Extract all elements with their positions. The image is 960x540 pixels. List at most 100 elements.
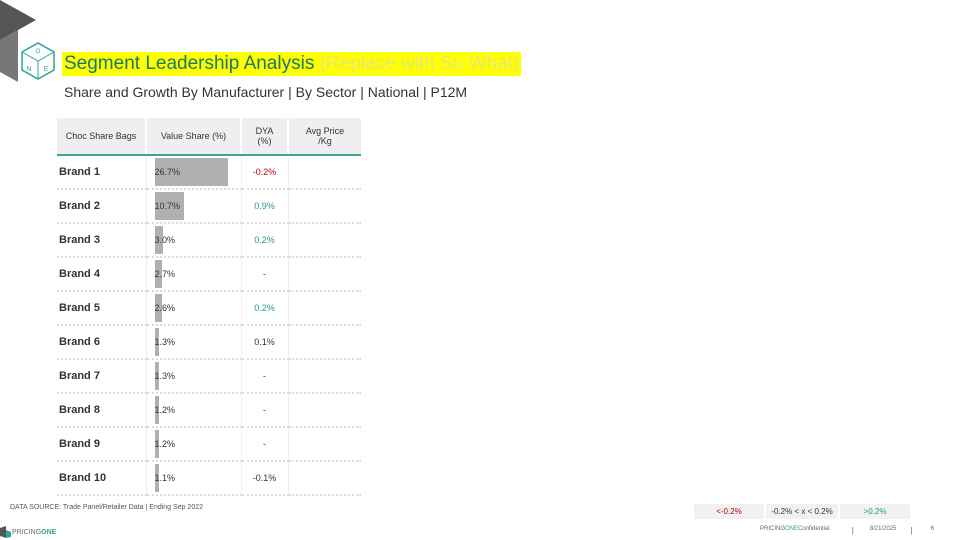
footer-separator-1: | [851, 526, 854, 535]
dya-value: - [241, 257, 289, 292]
page-subtitle: Share and Growth By Manufacturer | By Se… [64, 84, 468, 100]
footer-logo-prefix: PRICING [12, 528, 42, 536]
dya-value: 0.1% [241, 325, 289, 360]
share-bar [154, 294, 162, 322]
share-cell: 26.7% [146, 155, 242, 190]
col-header-dya-line1: DYA [255, 126, 274, 136]
share-cell: 2.7% [146, 257, 242, 292]
dya-value: 0.9% [241, 189, 289, 224]
logo-letter-e: E [44, 66, 49, 73]
share-value: 2.7% [154, 269, 176, 279]
footer-separator-2: | [910, 526, 913, 535]
avg-price-value [288, 223, 361, 258]
avg-price-value [288, 461, 361, 496]
avg-price-value [288, 393, 361, 428]
title-main: Segment Leadership Analysis [64, 53, 315, 74]
share-cell: 1.2% [146, 427, 242, 462]
footer-date: 8/21/2025 [869, 526, 897, 532]
share-bar [154, 192, 184, 220]
brand-name: Brand 3 [57, 223, 147, 258]
dya-value: - [241, 393, 289, 428]
avg-price-value [288, 359, 361, 394]
dya-value: 0.2% [241, 291, 289, 326]
brand-logo-corner: O N E [0, 0, 60, 82]
footer-logo-icon [0, 526, 11, 538]
brand-name: Brand 1 [57, 155, 147, 190]
share-value: 1.3% [154, 371, 176, 381]
table-row: Brand 5 2.6% 0.2% [57, 291, 361, 326]
share-bar [154, 226, 163, 254]
page-title: Segment Leadership Analysis (Replace wit… [62, 52, 522, 76]
share-value: 1.1% [154, 473, 176, 483]
avg-price-value [288, 427, 361, 462]
avg-price-value [288, 257, 361, 292]
brand-name: Brand 7 [57, 359, 147, 394]
table-row: Brand 6 1.3% 0.1% [57, 325, 361, 360]
table-body: Brand 1 26.7% -0.2% Brand 2 10.7% 0.9% Brand 3… [57, 155, 361, 496]
share-value: 2.6% [154, 303, 176, 313]
table-row: Brand 3 3.0% 0.2% [57, 223, 361, 258]
dya-value: 0.2% [241, 223, 289, 258]
table-row: Brand 9 1.2% - [57, 427, 361, 462]
col-header-share: Value Share (%) [146, 118, 242, 156]
share-value: 10.7% [154, 201, 181, 211]
dya-legend: <-0.2% -0.2% < x < 0.2% >0.2% [694, 504, 912, 519]
col-header-dya: DYA (%) [241, 118, 289, 156]
brand-name: Brand 5 [57, 291, 147, 326]
table-row: Brand 1 26.7% -0.2% [57, 155, 361, 190]
col-header-dya-line2: (%) [257, 136, 272, 146]
brand-name: Brand 9 [57, 427, 147, 462]
dya-value: - [241, 359, 289, 394]
dya-value: -0.1% [241, 461, 289, 496]
share-cell: 3.0% [146, 223, 242, 258]
share-bar [154, 464, 159, 492]
share-cell: 1.3% [146, 359, 242, 394]
logo-letter-o: O [36, 49, 41, 55]
share-cell: 10.7% [146, 189, 242, 224]
table-row: Brand 10 1.1% -0.1% [57, 461, 361, 496]
brand-name: Brand 4 [57, 257, 147, 292]
col-header-price-line1: Avg Price [305, 126, 345, 136]
leadership-table: Choc Share Bags Value Share (%) DYA (%) … [57, 118, 361, 496]
brand-name: Brand 2 [57, 189, 147, 224]
legend-negative: <-0.2% [694, 504, 764, 519]
share-value: 3.0% [154, 235, 176, 245]
title-note: (Replace with So What) [319, 53, 520, 74]
legend-neutral: -0.2% < x < 0.2% [766, 504, 838, 519]
col-header-price: Avg Price /Kg [288, 118, 361, 156]
share-value: 1.3% [154, 337, 176, 347]
avg-price-value [288, 155, 361, 190]
brand-name: Brand 10 [57, 461, 147, 496]
share-value: 26.7% [154, 167, 181, 177]
legend-positive: >0.2% [840, 504, 910, 519]
data-source-note: DATA SOURCE: Trade Panel/Retailer Data |… [10, 504, 203, 511]
footer-page-number: 6 [930, 526, 934, 532]
table-row: Brand 4 2.7% - [57, 257, 361, 292]
footer-confidential-prefix: PRICING [760, 526, 786, 532]
share-cell: 2.6% [146, 291, 242, 326]
share-bar [154, 328, 159, 356]
dya-value: - [241, 427, 289, 462]
share-cell: 1.2% [146, 393, 242, 428]
share-cell: 1.1% [146, 461, 242, 496]
footer-confidential: PRICINGONE Confidential [760, 526, 830, 535]
share-bar [154, 396, 159, 424]
avg-price-value [288, 189, 361, 224]
share-bar [154, 260, 162, 288]
footer-confidential-suffix: Confidential [798, 526, 830, 532]
footer-logo-suffix: ONE [41, 528, 57, 536]
footer-confidential-mid: ONE [785, 526, 799, 532]
avg-price-value [288, 291, 361, 326]
table-header-row: Choc Share Bags Value Share (%) DYA (%) … [57, 118, 361, 156]
brand-name: Brand 8 [57, 393, 147, 428]
share-bar [154, 158, 228, 186]
table-row: Brand 2 10.7% 0.9% [57, 189, 361, 224]
share-bar [154, 362, 159, 390]
col-header-brand: Choc Share Bags [57, 118, 147, 156]
share-value: 1.2% [154, 439, 176, 449]
table-row: Brand 7 1.3% - [57, 359, 361, 394]
brand-name: Brand 6 [57, 325, 147, 360]
col-header-price-line2: /Kg [318, 136, 332, 146]
share-value: 1.2% [154, 405, 176, 415]
footer-info: PRICINGONE Confidential | 8/21/2025 | 6 [760, 526, 934, 535]
